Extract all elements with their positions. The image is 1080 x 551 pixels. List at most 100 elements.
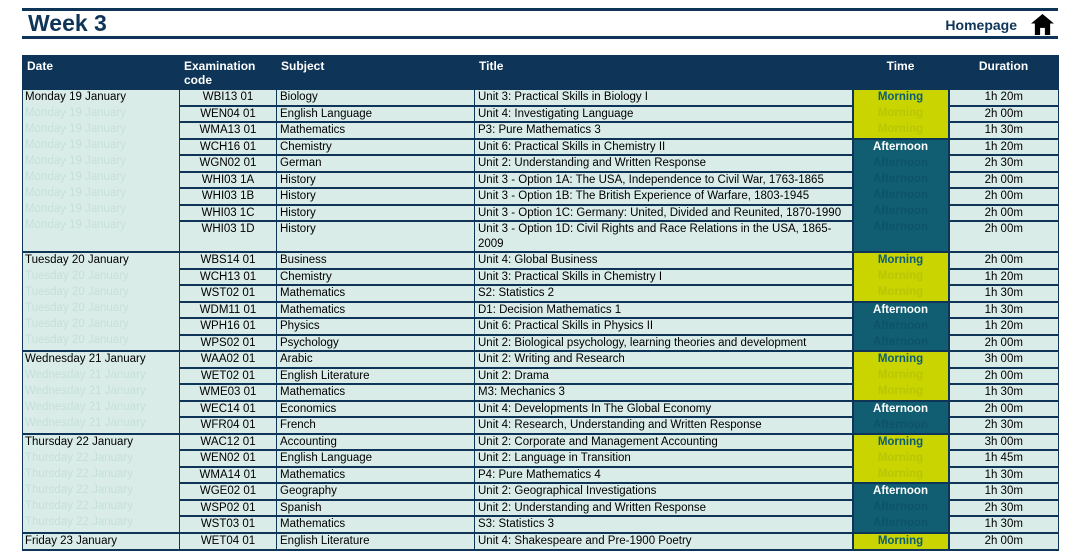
title-cell: Unit 6: Practical Skills in Chemistry II	[474, 137, 853, 156]
exam-code-cell: WHI03 1C	[179, 203, 277, 222]
ghost-text: Tuesday 20 January	[25, 318, 129, 330]
title-cell: Unit 3 - Option 1A: The USA, Independenc…	[474, 170, 853, 189]
ghost-text: Afternoon	[873, 319, 928, 332]
subject-cell: Mathematics	[276, 383, 475, 402]
column-header-date: Date	[22, 55, 180, 90]
ghost-text: Afternoon	[873, 188, 928, 201]
title-cell: Unit 4: Shakespeare and Pre-1900 Poetry	[474, 531, 853, 551]
table-row: Thursday 22 January Thursday 22 January Th…	[22, 432, 1059, 534]
subject-cell: History	[276, 220, 475, 253]
homepage-link[interactable]: Homepage	[945, 14, 1054, 35]
title-cell: Unit 2: Corporate and Management Account…	[474, 432, 853, 451]
subject-cell: History	[276, 170, 475, 189]
top-rule	[22, 8, 1058, 11]
subject-cell: Mathematics	[276, 284, 475, 303]
duration-cell: 1h 30m	[948, 482, 1059, 501]
table-row: WHI03 1D History Unit 3 - Option 1D: Civil…	[23, 220, 1059, 253]
title-cell: Unit 3 - Option 1C: Germany: United, Div…	[474, 203, 853, 222]
ghost-text: Morning	[877, 451, 924, 464]
exam-code-cell: WET04 01	[179, 531, 277, 551]
duration-cell: 1h 20m	[948, 317, 1059, 336]
duration-cell: 1h 20m	[948, 137, 1059, 156]
ghost-text: Tuesday 20 January	[25, 270, 129, 282]
ghost-text: Afternoon	[873, 172, 928, 185]
title-cell: S2: Statistics 2	[474, 284, 853, 303]
duration-cell: 1h 30m	[948, 121, 1059, 140]
time-cell: Morning Morning Morning	[851, 350, 950, 402]
title-cell: Unit 4: Global Business	[474, 251, 853, 270]
title-cell: P3: Pure Mathematics 3	[474, 121, 853, 140]
table-row: Friday 23 January WET04 01 English Literat…	[22, 531, 1059, 551]
column-header-subject: Subject	[276, 55, 475, 90]
ghost-text: Wednesday 21 January	[25, 401, 146, 413]
top-banner: Week 3 Homepage	[22, 0, 1058, 46]
subject-cell: Mathematics	[276, 300, 475, 319]
duration-cell: 3h 00m	[948, 432, 1059, 451]
ghost-text: Tuesday 20 January	[25, 302, 129, 314]
duration-cell: 2h 00m	[948, 104, 1059, 123]
ghost-text: Monday 19 January	[25, 155, 127, 167]
exam-code-cell: WST03 01	[179, 515, 277, 534]
duration-cell: 2h 00m	[948, 366, 1059, 385]
title-cell: Unit 2: Drama	[474, 366, 853, 385]
duration-cell: 2h 00m	[948, 220, 1059, 253]
duration-cell: 1h 20m	[948, 88, 1059, 107]
ghost-text: Monday 19 January	[25, 203, 127, 215]
exam-code-cell: WCH16 01	[179, 137, 277, 156]
duration-cell: 3h 00m	[948, 350, 1059, 369]
exam-code-cell: WEC14 01	[179, 399, 277, 418]
ghost-text: Monday 19 January	[25, 187, 127, 199]
table-row: WHI03 1B History Unit 3 - Option 1B: The B…	[23, 187, 1059, 206]
duration-cell: 2h 00m	[948, 187, 1059, 206]
subject-cell: Economics	[276, 399, 475, 418]
exam-code-cell: WST02 01	[179, 284, 277, 303]
subject-cell: English Language	[276, 104, 475, 123]
home-icon[interactable]	[1031, 14, 1054, 35]
exam-code-cell: WEN04 01	[179, 104, 277, 123]
duration-cell: 2h 30m	[948, 498, 1059, 517]
ghost-text: Morning	[877, 369, 924, 381]
title-cell: Unit 2: Biological psychology, learning …	[474, 333, 853, 352]
subject-cell: Chemistry	[276, 137, 475, 156]
exam-code-cell: WPS02 01	[179, 333, 277, 352]
ghost-text: Morning	[877, 123, 924, 135]
ghost-text: Wednesday 21 January	[25, 385, 146, 397]
subject-cell: Physics	[276, 317, 475, 336]
exam-code-cell: WMA13 01	[179, 121, 277, 140]
ghost-text: Tuesday 20 January	[25, 286, 129, 298]
bottom-rule	[22, 36, 1058, 39]
exam-code-cell: WHI03 1D	[179, 220, 277, 253]
table-row: WET02 01 English Literature Unit 2: Drama 2…	[23, 366, 1059, 385]
title-cell: Unit 3: Practical Skills in Chemistry I	[474, 267, 853, 286]
duration-cell: 1h 30m	[948, 465, 1059, 484]
date-cell: Monday 19 January Monday 19 January Monday…	[22, 88, 180, 253]
time-cell: Morning	[851, 531, 950, 551]
subject-cell: German	[276, 154, 475, 173]
subject-cell: History	[276, 187, 475, 206]
duration-cell: 2h 00m	[948, 531, 1059, 551]
subject-cell: Mathematics	[276, 465, 475, 484]
duration-cell: 2h 00m	[948, 333, 1059, 352]
exam-code-cell: WDM11 01	[179, 300, 277, 319]
column-header-duration: Duration	[948, 55, 1059, 90]
title-cell: Unit 3 - Option 1D: Civil Rights and Rac…	[474, 220, 853, 253]
ghost-text: Afternoon	[873, 204, 928, 217]
table-row: WEN04 01 English Language Unit 4: Investig…	[23, 104, 1059, 123]
duration-cell: 1h 30m	[948, 284, 1059, 303]
ghost-text: Monday 19 January	[25, 123, 127, 135]
exam-code-cell: WAA02 01	[179, 350, 277, 369]
time-cell: Afternoon Afternoon	[851, 399, 950, 435]
table-row: WME03 01 Mathematics M3: Mechanics 3 1h 30m	[23, 383, 1059, 402]
ghost-text: Afternoon	[873, 156, 928, 169]
ghost-text: Tuesday 20 January	[25, 334, 129, 346]
subject-cell: English Literature	[276, 531, 475, 551]
title-cell: S3: Statistics 3	[474, 515, 853, 534]
duration-cell: 1h 30m	[948, 300, 1059, 319]
ghost-text: Thursday 22 January	[25, 515, 134, 528]
ghost-text: Morning	[877, 467, 924, 480]
ghost-text: Morning	[877, 286, 924, 298]
column-header-examination-code: Examination code	[179, 55, 277, 90]
subject-cell: Biology	[276, 88, 475, 107]
subject-cell: Mathematics	[276, 121, 475, 140]
exam-code-cell: WCH13 01	[179, 267, 277, 286]
